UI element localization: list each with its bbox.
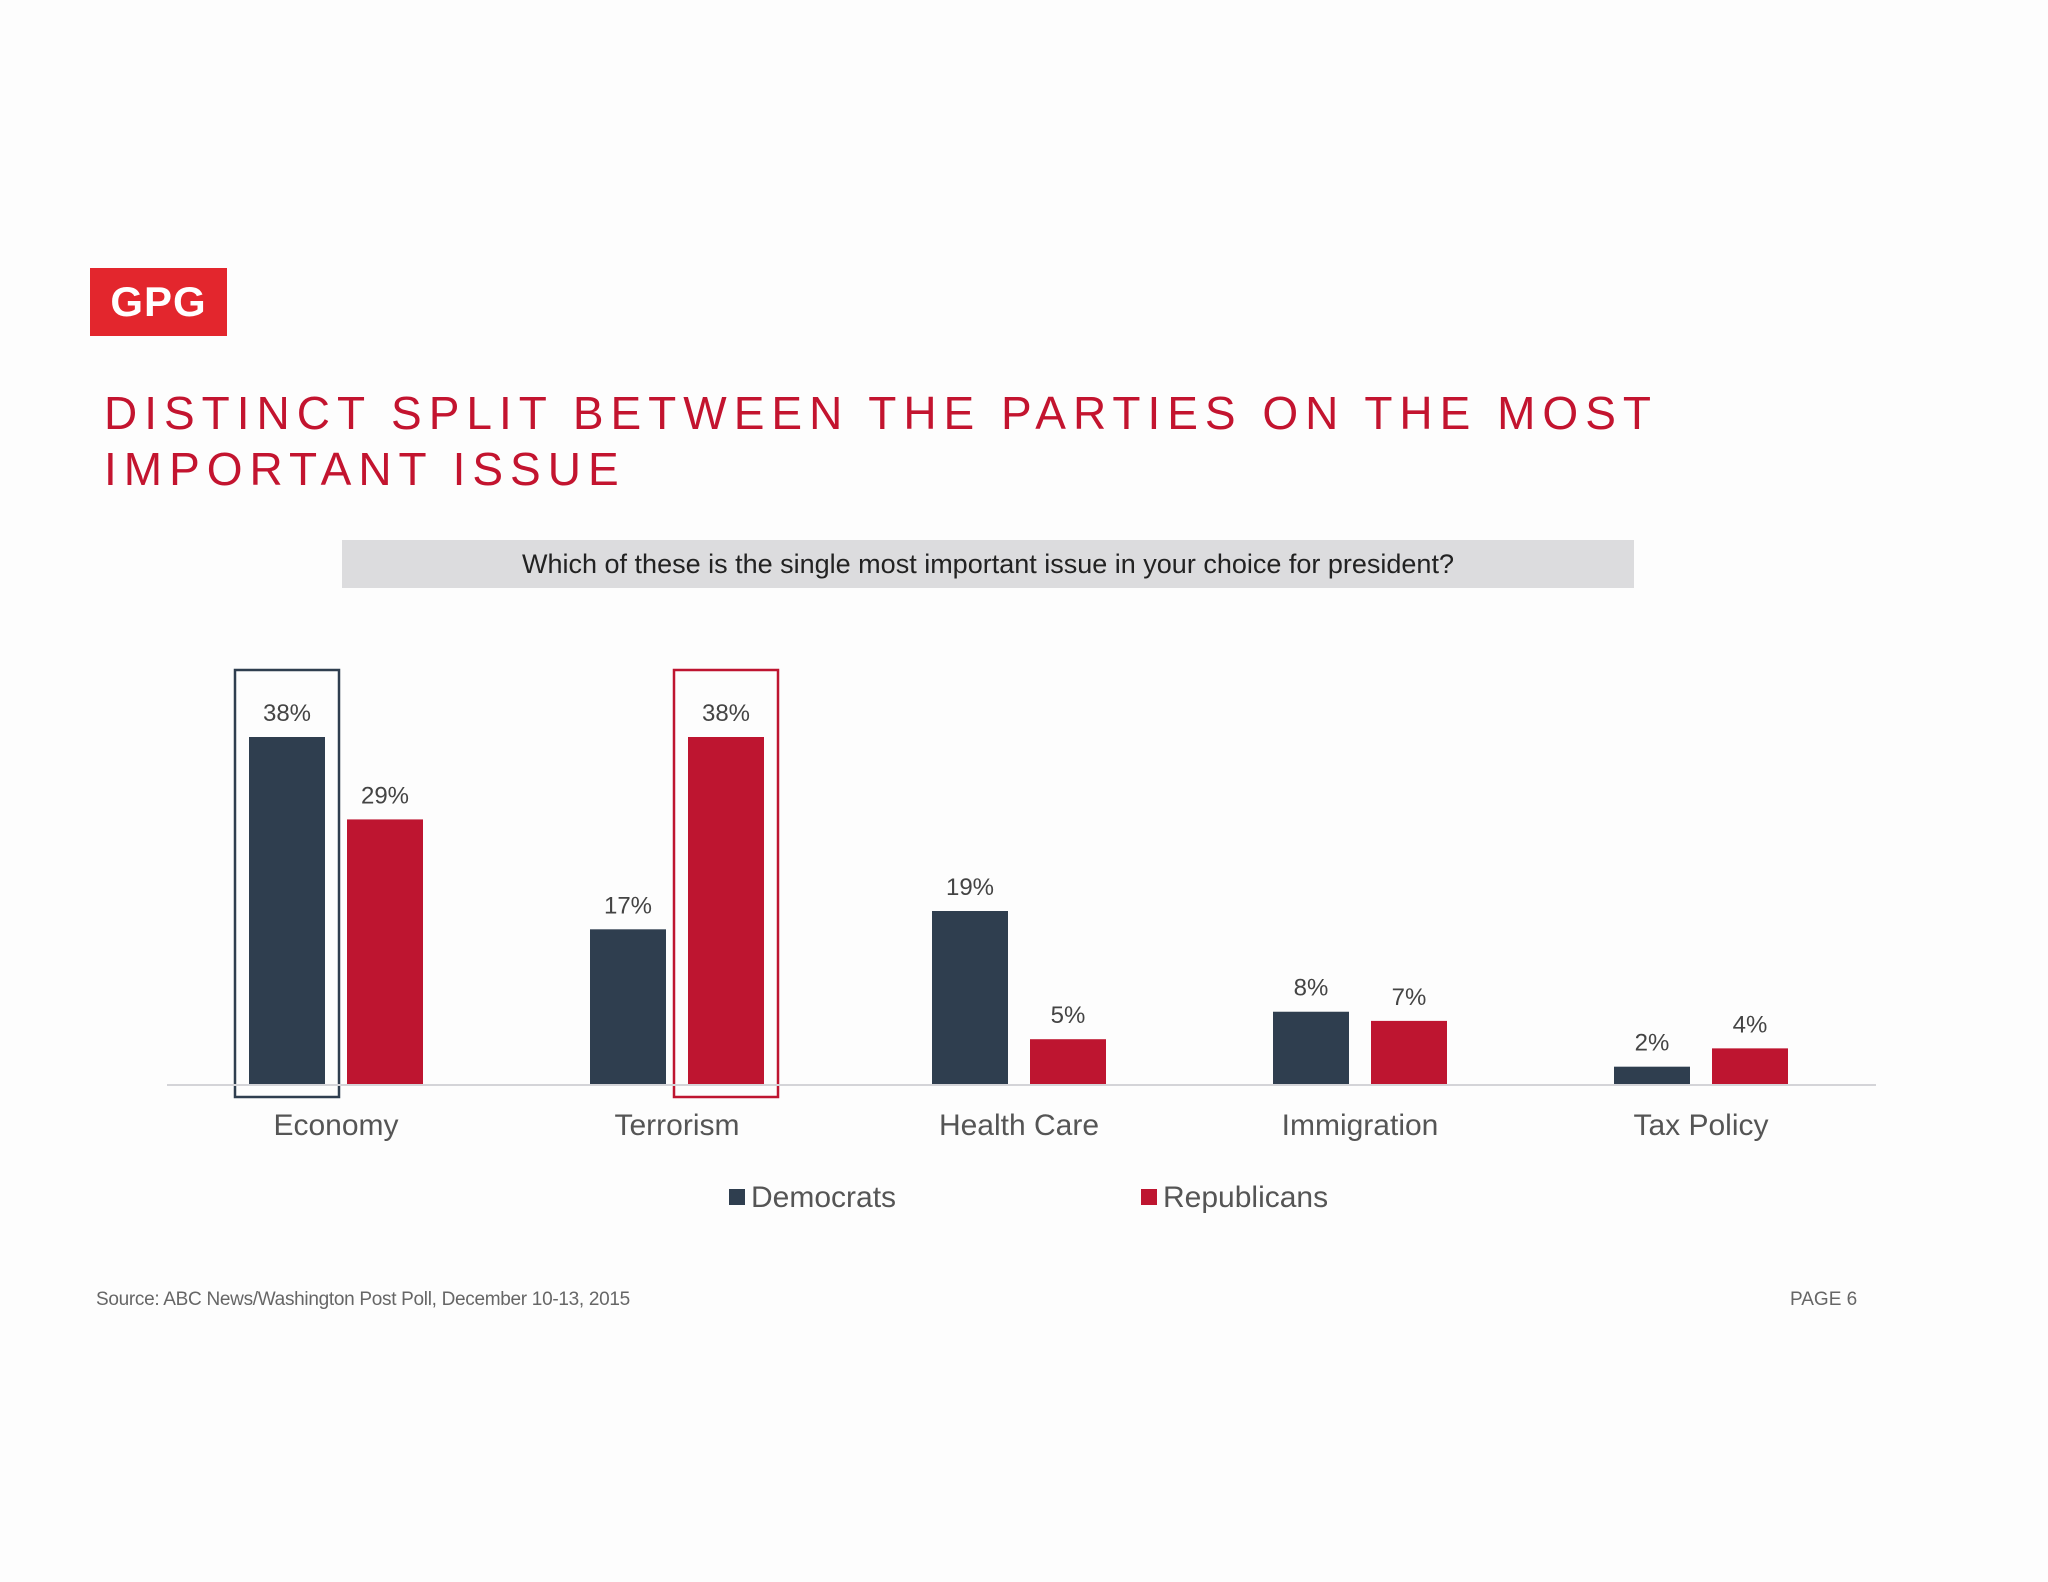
source-note: Source: ABC News/Washington Post Poll, D…	[96, 1289, 630, 1310]
x-tick-economy: Economy	[273, 1109, 398, 1142]
x-tick-immigration: Immigration	[1282, 1109, 1439, 1142]
data-labels-group: 38% 17% 19% 8% 2% 29% 38% 5% 7% 4%	[263, 700, 1767, 1057]
x-tick-labels-group: Economy Terrorism Health Care Immigration Ta…	[273, 1109, 1768, 1142]
bar-immigration-democrats	[1273, 1011, 1349, 1085]
data-label-tax-policy-democrats: 2%	[1635, 1030, 1670, 1057]
x-tick-health-care: Health Care	[939, 1109, 1099, 1142]
data-label-immigration-republicans: 7%	[1392, 984, 1427, 1011]
bar-tax-policy-democrats	[1614, 1066, 1690, 1085]
x-tick-terrorism: Terrorism	[615, 1109, 740, 1142]
data-label-economy-democrats: 38%	[263, 700, 311, 727]
legend: Democrats Republicans	[0, 1178, 2048, 1218]
legend-item-democrats: Democrats	[729, 1178, 896, 1218]
bar-terrorism-democrats	[590, 929, 666, 1085]
data-label-economy-republicans: 29%	[361, 782, 409, 809]
bar-health-care-republicans	[1030, 1039, 1106, 1085]
page-number: PAGE 6	[1790, 1289, 1858, 1310]
survey-question: Which of these is the single most import…	[342, 540, 1634, 588]
gpg-logo: GPG	[90, 268, 227, 336]
bar-tax-policy-republicans	[1712, 1048, 1788, 1085]
bar-health-care-democrats	[932, 911, 1008, 1085]
data-label-terrorism-democrats: 17%	[604, 892, 652, 919]
bar-economy-democrats	[249, 737, 325, 1085]
legend-label-democrats: Democrats	[751, 1181, 897, 1214]
bar-terrorism-republicans	[688, 737, 764, 1085]
data-label-immigration-democrats: 8%	[1294, 975, 1329, 1002]
x-tick-tax-policy: Tax Policy	[1633, 1109, 1768, 1142]
bar-economy-republicans	[347, 819, 423, 1085]
slide-title: DISTINCT SPLIT BETWEEN THE PARTIES ON TH…	[104, 387, 1658, 495]
highlight-box-terrorism-republicans	[672, 668, 780, 1099]
data-label-health-care-republicans: 5%	[1051, 1002, 1086, 1029]
legend-item-republicans: Republicans	[1141, 1178, 1328, 1218]
data-label-terrorism-republicans: 38%	[702, 700, 750, 727]
legend-label-republicans: Republicans	[1163, 1181, 1329, 1214]
legend-swatch-republicans	[1141, 1189, 1157, 1206]
highlight-box-economy-democrats	[233, 668, 341, 1099]
data-label-tax-policy-republicans: 4%	[1733, 1011, 1768, 1038]
data-label-health-care-democrats: 19%	[946, 874, 994, 901]
bars-group	[249, 737, 1788, 1085]
bar-immigration-republicans	[1371, 1020, 1447, 1085]
highlights-group	[233, 668, 780, 1099]
legend-swatch-democrats	[729, 1189, 745, 1206]
